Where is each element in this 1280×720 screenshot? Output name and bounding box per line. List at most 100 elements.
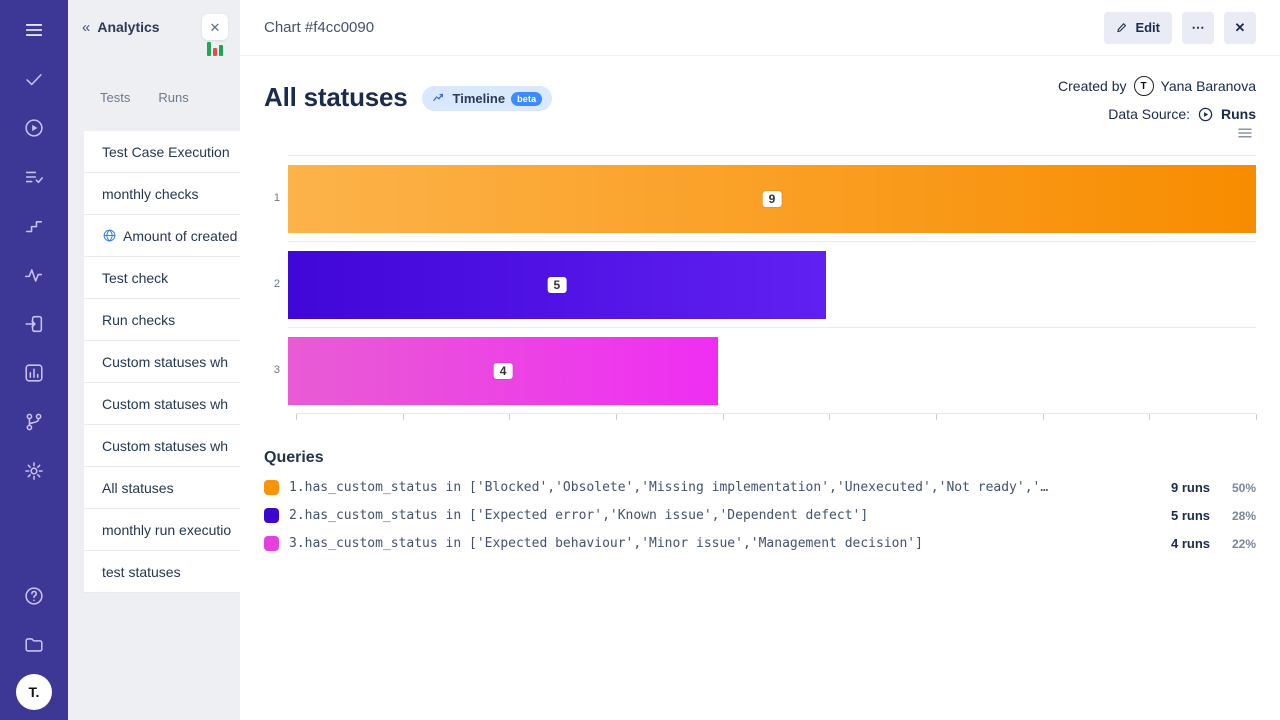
- bar-segment[interactable]: 5: [288, 250, 826, 319]
- chart-list-item-label: test statuses: [102, 563, 181, 580]
- chart-list-item[interactable]: Test Case Execution: [84, 131, 240, 173]
- chart-list-item[interactable]: Custom statuses wh: [84, 383, 240, 425]
- query-row[interactable]: 3.has_custom_status in ['Expected behavi…: [264, 536, 1256, 551]
- chart-content: All statuses Timeline beta Created by T …: [240, 56, 1280, 720]
- chart-list-item[interactable]: monthly run executio: [84, 509, 240, 551]
- bar-value-label: 4: [493, 362, 513, 379]
- chart-list-item-label: Custom statuses wh: [102, 395, 229, 412]
- chart-list-item[interactable]: Custom statuses wh: [84, 425, 240, 467]
- chart-topbar: Chart #f4cc0090 Edit ⋯ ✕: [240, 0, 1280, 56]
- created-by-name: Yana Baranova: [1160, 78, 1256, 94]
- x-axis-tick: [615, 414, 617, 420]
- queries-title: Queries: [264, 449, 324, 466]
- check-icon[interactable]: [14, 59, 54, 99]
- close-button[interactable]: ✕: [1224, 11, 1256, 44]
- x-axis-tick: [296, 414, 297, 420]
- mini-chart-icon: [207, 40, 225, 56]
- data-source: Data Source: Runs: [1058, 100, 1256, 128]
- user-avatar[interactable]: T.: [16, 674, 52, 710]
- chart-list-item-label: Test Case Execution: [102, 143, 230, 160]
- analytics-back-button[interactable]: « Analytics: [82, 17, 160, 38]
- y-axis-label: 1: [273, 192, 280, 204]
- x-axis-tick: [1149, 414, 1151, 420]
- bar-value-label: 5: [547, 276, 567, 293]
- chart-list-item-label: Custom statuses wh: [102, 353, 229, 370]
- bar-segment[interactable]: 9: [288, 164, 1256, 233]
- panel-header: « Analytics ✕: [68, 0, 240, 40]
- x-axis-tick: [1042, 414, 1044, 420]
- branch-icon[interactable]: [14, 402, 54, 442]
- chart-list-item[interactable]: test statuses: [84, 551, 240, 593]
- timeline-label: Timeline: [452, 91, 506, 106]
- chart-list-item[interactable]: All statuses: [84, 467, 240, 509]
- topbar-actions: Edit ⋯ ✕: [1104, 11, 1256, 44]
- chart-list-item[interactable]: Custom statuses wh: [84, 341, 240, 383]
- gear-icon[interactable]: [14, 451, 54, 491]
- chart-list-item[interactable]: Test check: [84, 257, 240, 299]
- activity-icon[interactable]: [14, 255, 54, 295]
- list-check-icon[interactable]: [14, 157, 54, 197]
- chart-title: All statuses: [264, 82, 408, 112]
- query-color-swatch: [264, 508, 279, 523]
- queries-section: Queries 1.has_custom_status in ['Blocked…: [264, 449, 1256, 551]
- timeline-toggle[interactable]: Timeline beta: [421, 86, 553, 111]
- query-text: 3.has_custom_status in ['Expected behavi…: [289, 536, 923, 551]
- panel-title: Analytics: [97, 19, 160, 35]
- play-circle-icon: [1197, 106, 1214, 123]
- analytics-panel: « Analytics ✕ Tests Runs Test Case Execut…: [68, 0, 240, 720]
- help-icon[interactable]: [14, 576, 54, 616]
- query-percent: 28%: [1231, 508, 1256, 523]
- trending-up-icon: [432, 91, 447, 106]
- query-text: 2.has_custom_status in ['Expected error'…: [289, 508, 869, 523]
- projects-icon[interactable]: [14, 625, 54, 665]
- tab-tests[interactable]: Tests: [100, 90, 131, 105]
- y-axis-label: 2: [273, 278, 280, 290]
- menu-icon[interactable]: [14, 10, 54, 50]
- data-source-label: Data Source:: [1108, 106, 1190, 122]
- user-avatar-label: T.: [28, 684, 40, 700]
- tab-runs[interactable]: Runs: [158, 90, 189, 105]
- play-circle-icon[interactable]: [14, 108, 54, 148]
- chart-band: 4: [288, 327, 1256, 413]
- created-by-label: Created by: [1058, 78, 1127, 94]
- more-button[interactable]: ⋯: [1182, 11, 1214, 44]
- chart-band: 5: [288, 241, 1256, 327]
- chart-list-item-label: Amount of created: [123, 227, 238, 244]
- chart-menu-icon[interactable]: [1236, 124, 1254, 142]
- chevrons-left-icon: «: [82, 18, 91, 36]
- sidebar-rail: T.: [0, 0, 68, 720]
- chart-list-item[interactable]: monthly checks: [84, 173, 240, 215]
- query-color-swatch: [264, 480, 279, 495]
- bar-segment[interactable]: 4: [288, 336, 719, 405]
- rail-icons-bottom: [14, 576, 54, 665]
- beta-badge: beta: [511, 91, 543, 106]
- x-axis-tick: [402, 414, 404, 420]
- query-color-swatch: [264, 536, 279, 551]
- x-axis-tick: [935, 414, 937, 420]
- chart-list-item[interactable]: Run checks: [84, 299, 240, 341]
- query-row[interactable]: 1.has_custom_status in ['Blocked','Obsol…: [264, 480, 1256, 495]
- query-text: 1.has_custom_status in ['Blocked','Obsol…: [289, 480, 1049, 495]
- created-by: Created by T Yana Baranova: [1058, 72, 1256, 100]
- bar-value-label: 9: [762, 190, 782, 207]
- query-percent: 50%: [1231, 480, 1256, 495]
- bar-chart-icon[interactable]: [14, 353, 54, 393]
- query-row[interactable]: 2.has_custom_status in ['Expected error'…: [264, 508, 1256, 523]
- edit-button[interactable]: Edit: [1104, 11, 1172, 44]
- query-percent: 22%: [1231, 536, 1256, 551]
- x-axis-tick: [1256, 414, 1257, 420]
- steps-icon[interactable]: [14, 206, 54, 246]
- rail-icons: [14, 10, 54, 491]
- chart-list-item-label: All statuses: [102, 479, 174, 496]
- main-area: Chart #f4cc0090 Edit ⋯ ✕ All statuses: [240, 0, 1280, 720]
- import-icon[interactable]: [14, 304, 54, 344]
- creator-avatar: T: [1133, 76, 1154, 96]
- chart-list-item-label: Run checks: [102, 311, 176, 328]
- chart-list-item[interactable]: Amount of created: [84, 215, 240, 257]
- panel-close-button[interactable]: ✕: [202, 14, 228, 40]
- chart-list: Test Case Execution monthly checks Amount …: [84, 131, 240, 593]
